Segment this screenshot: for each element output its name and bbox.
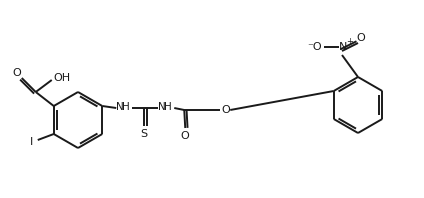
Text: H: H	[165, 102, 172, 112]
Text: O: O	[12, 68, 21, 78]
Text: H: H	[123, 102, 130, 112]
Text: ⁻O: ⁻O	[308, 42, 322, 52]
Text: N: N	[116, 102, 124, 112]
Text: N: N	[159, 102, 166, 112]
Text: I: I	[30, 137, 33, 147]
Text: S: S	[141, 129, 148, 139]
Text: O: O	[222, 105, 231, 115]
Text: O: O	[357, 33, 365, 43]
Text: O: O	[181, 131, 190, 141]
Text: OH: OH	[53, 73, 70, 83]
Text: N: N	[339, 42, 347, 52]
Text: +: +	[346, 36, 354, 46]
